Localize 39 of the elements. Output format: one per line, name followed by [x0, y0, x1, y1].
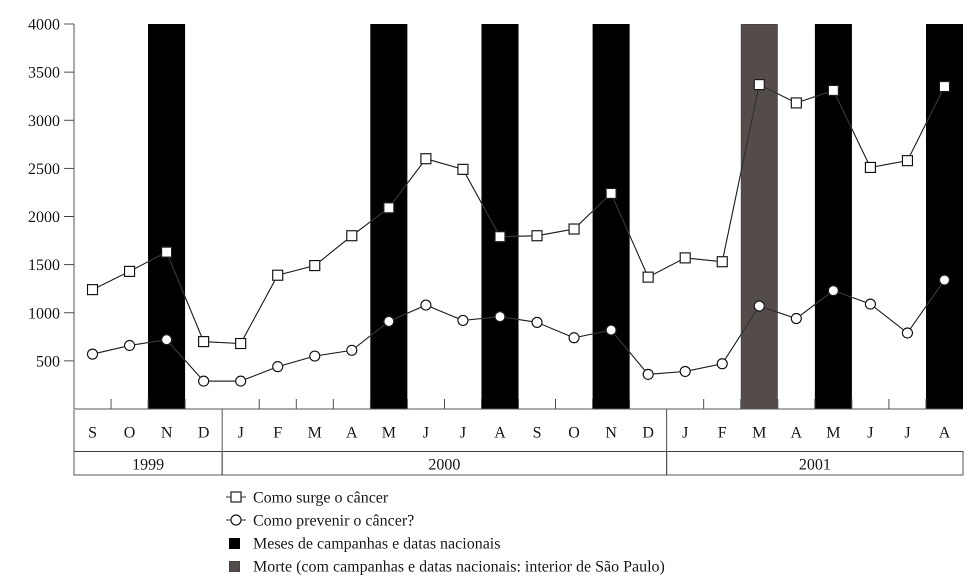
- y-tick-label: 1500: [28, 257, 60, 274]
- y-tick-label: 1000: [28, 305, 60, 322]
- x-tick-label: A: [346, 424, 358, 442]
- text: 2000: [428, 456, 460, 474]
- x-tick-label: A: [494, 424, 506, 442]
- text: 2001: [798, 456, 831, 474]
- x-tick-label: J: [682, 424, 688, 442]
- legend-label: Morte (com campanhas e datas nacionais: interior de São Paulo): [253, 558, 665, 576]
- x-tick-label: J: [238, 424, 244, 442]
- text: 1999: [132, 456, 164, 474]
- x-tick-label: S: [88, 424, 97, 442]
- y-tick-label: 4000: [28, 16, 60, 34]
- y-tick-label: 500: [36, 353, 60, 370]
- x-tick-label: M: [826, 424, 840, 442]
- y-tick-label: 3000: [28, 112, 60, 130]
- x-tick-label: J: [460, 424, 466, 442]
- x-tick-label: A: [790, 424, 803, 442]
- x-tick-label: F: [718, 424, 727, 442]
- x-tick-label: D: [642, 424, 654, 442]
- x-tick-label: M: [382, 424, 396, 442]
- legend-label: Meses de campanhas e datas nacionais: [253, 536, 500, 553]
- x-tick-label: F: [273, 424, 282, 442]
- x-tick-label: O: [568, 424, 580, 442]
- x-tick-label: S: [532, 424, 542, 442]
- x-tick-label: O: [124, 424, 136, 442]
- y-tick-label: 2000: [28, 209, 60, 226]
- x-tick-label: A: [938, 424, 951, 442]
- x-tick-label: N: [605, 424, 618, 442]
- x-tick-label: M: [308, 424, 322, 442]
- y-tick-label: 2500: [28, 160, 60, 178]
- x-tick-label: J: [422, 424, 430, 442]
- x-tick-label: J: [904, 424, 911, 442]
- legend-label: Como surge o câncer: [253, 490, 389, 507]
- x-tick-label: N: [160, 424, 173, 442]
- legend-label: Como prevenir o câncer?: [253, 512, 414, 530]
- y-tick-label: 3500: [28, 64, 60, 82]
- x-tick-label: D: [198, 424, 210, 442]
- x-tick-label: M: [752, 424, 766, 442]
- x-tick-label: J: [867, 424, 874, 442]
